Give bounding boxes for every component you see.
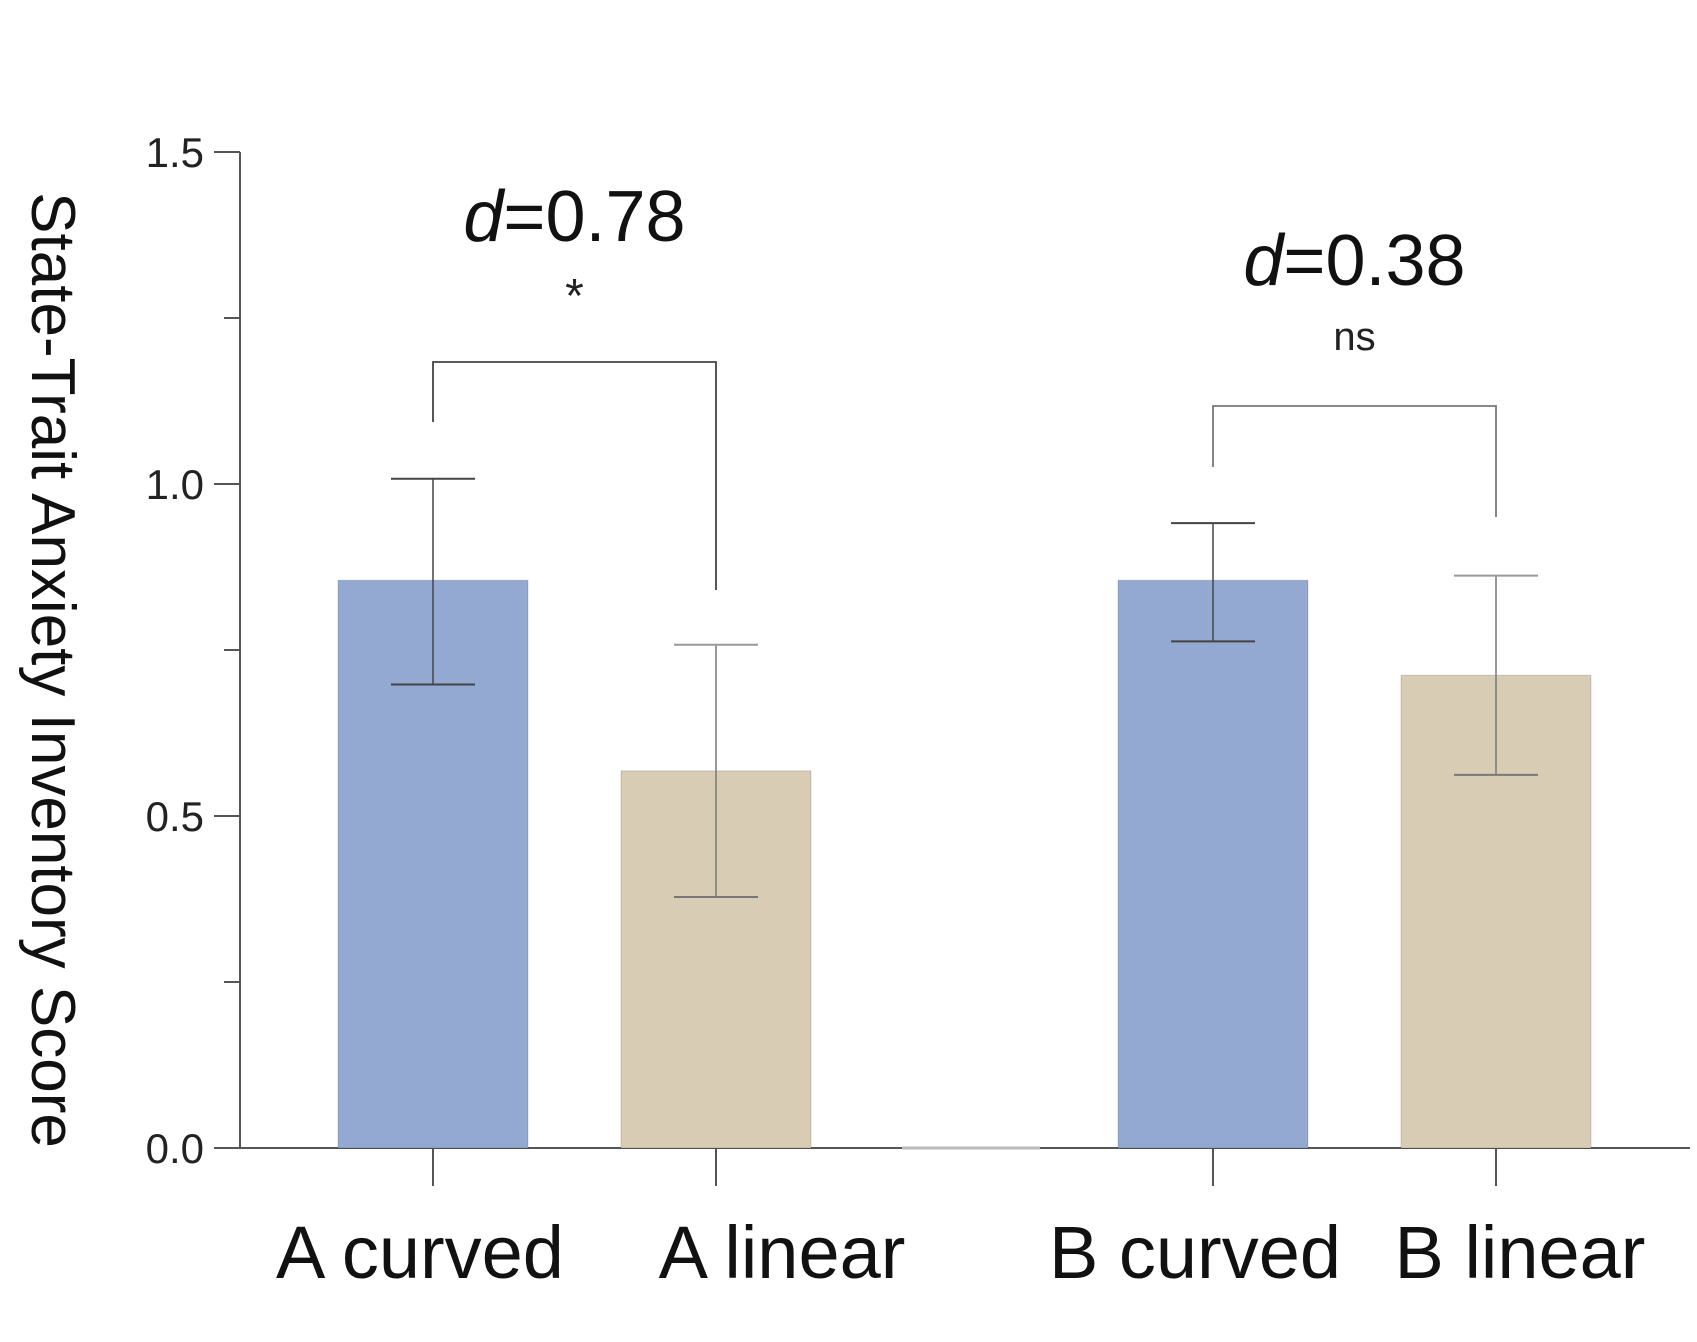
effect-size-symbol-1: d [1243, 221, 1285, 301]
comparison-bracket-0 [432, 361, 717, 590]
effect-size-value-1: =0.38 [1283, 221, 1465, 301]
significance-label-1: ns [1333, 315, 1375, 359]
y-tick-label-2: 1.0 [146, 461, 204, 508]
bar-b-linear [1400, 674, 1592, 1149]
y-tick-label-1: 0.5 [146, 793, 204, 840]
bars [337, 579, 1592, 1149]
effect-size-label-1: d=0.38 [1243, 221, 1465, 301]
effect-size-symbol-0: d [463, 177, 505, 257]
effect-size-label-0: d=0.78 [463, 177, 685, 257]
effect-size-value-0: =0.78 [503, 177, 685, 257]
x-tick-label-3: B linear [1395, 1211, 1646, 1294]
significance-label-0: * [565, 270, 584, 323]
y-axis-label: State-Trait Anxiety Inventory Score [18, 192, 87, 1148]
bar-b-curved [1117, 579, 1309, 1149]
comparison-bracket-1 [1212, 405, 1497, 517]
x-tick-label-1: A linear [659, 1211, 906, 1294]
error-bars [391, 477, 1538, 899]
x-tick-label-2: B curved [1049, 1211, 1341, 1294]
y-tick-label-3: 1.5 [146, 129, 204, 176]
x-tick-label-0: A curved [276, 1211, 564, 1294]
y-tick-label-0: 0.0 [146, 1125, 204, 1172]
x-tick-labels: A curved A linear B curved B linear [276, 1211, 1645, 1294]
